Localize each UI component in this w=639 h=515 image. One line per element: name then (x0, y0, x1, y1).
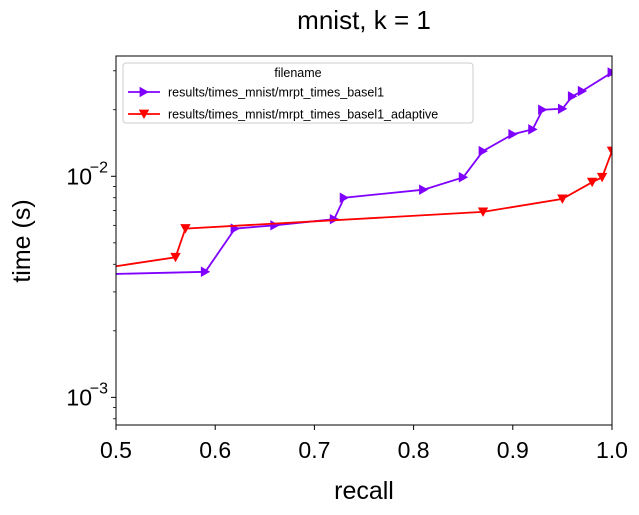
series-1-point (419, 184, 429, 195)
plot-frame (115, 55, 613, 426)
y-axis-label: time (s) (8, 199, 36, 282)
series-1-point (270, 220, 280, 231)
x-axis-label: recall (334, 477, 394, 505)
series-1-point (508, 129, 518, 140)
series-1-point (577, 85, 588, 97)
series-2-line (116, 150, 612, 268)
series-1-point (92, 269, 101, 279)
series-2-point (91, 265, 101, 274)
legend: filename results/times_mnist/mrpt_times_… (122, 62, 474, 124)
x-tick-label: 0.5 (100, 437, 132, 463)
legend-entries: results/times_mnist/mrpt_times_basel1res… (128, 86, 438, 122)
series-1-point (200, 266, 211, 277)
series-1-point (567, 91, 578, 102)
series-1-point (329, 213, 340, 225)
legend-series-1-label: results/times_mnist/mrpt_times_basel1 (168, 86, 384, 100)
series-2-point (606, 146, 612, 157)
series-1-point (478, 145, 488, 157)
y-tick-label: 10 (66, 163, 92, 189)
legend-box (122, 62, 474, 124)
series-2-point (477, 207, 489, 217)
x-tick-label: 0.7 (298, 437, 330, 463)
series-1-point (538, 104, 548, 115)
series-1-point (528, 124, 538, 135)
chart-title: mnist, k = 1 (297, 5, 431, 35)
series-2-point (596, 172, 608, 183)
legend-title: filename (274, 66, 321, 80)
legend-series-2-label: results/times_mnist/mrpt_times_basel1_ad… (168, 108, 438, 122)
series-1-line (116, 71, 612, 275)
series-1-point (607, 67, 612, 78)
y-tick-label: 10 (66, 384, 92, 410)
series-1-point (339, 192, 350, 203)
series-1-point (557, 103, 568, 114)
x-tick-label: 0.6 (199, 437, 231, 463)
series-2-point (180, 224, 191, 234)
y-tick-exponent: −3 (90, 380, 108, 397)
x-tick-label: 0.9 (497, 437, 529, 463)
axis-ticks-group: 0.5 0.6 0.7 0.8 0.9 1.010−310−2 (66, 70, 628, 463)
series-1-point (458, 172, 469, 183)
legend-series-2-marker (138, 109, 150, 119)
series-2-point (557, 194, 568, 204)
y-tick-exponent: −2 (90, 159, 108, 176)
series-2-point (170, 252, 181, 263)
series-2-point (586, 177, 598, 188)
legend-series-1-marker (139, 86, 149, 98)
x-tick-label: 1.0 (596, 437, 628, 463)
x-tick-label: 0.8 (398, 437, 430, 463)
plot-series-group (91, 67, 612, 279)
